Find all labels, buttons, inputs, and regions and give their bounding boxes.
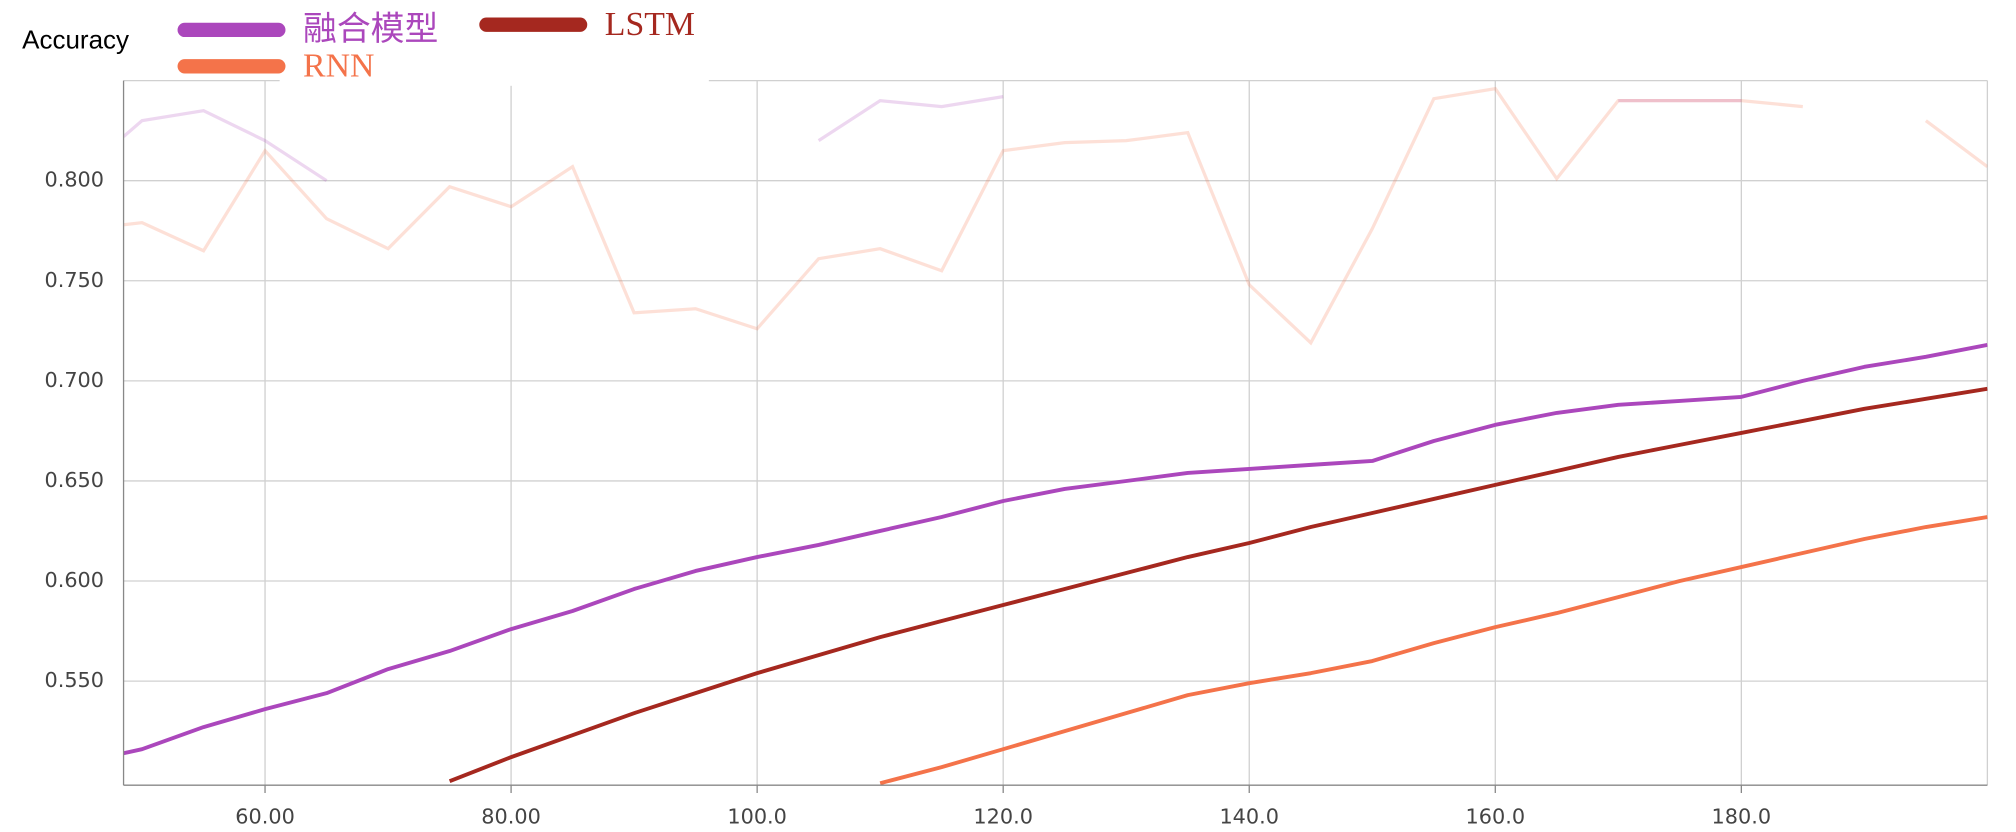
raw-line xyxy=(123,94,1742,183)
x-tick-label: 180.0 xyxy=(1712,805,1772,829)
x-tick-label: 100.0 xyxy=(727,805,787,829)
legend-background xyxy=(279,0,709,86)
plot-area xyxy=(123,86,1988,786)
legend-label: 融合模型 xyxy=(303,10,438,48)
raw-line xyxy=(123,86,1988,346)
y-tick-label: 0.700 xyxy=(44,368,104,392)
x-tick-label: 120.0 xyxy=(973,805,1033,829)
series-line xyxy=(879,515,1988,786)
y-tick-label: 0.550 xyxy=(44,668,104,692)
legend-label: LSTM xyxy=(605,6,695,43)
x-tick-label: 60.00 xyxy=(235,805,295,829)
series-line xyxy=(448,386,1988,783)
y-tick-label: 0.600 xyxy=(44,568,104,592)
y-axis-title: Accuracy xyxy=(22,24,129,54)
grid xyxy=(123,79,1989,786)
axes: 0.550 0.600 0.650 0.700 0.750 0.800 60.00 80.00… xyxy=(44,80,1988,829)
x-tick-label: 140.0 xyxy=(1219,805,1279,829)
legend-label: RNN xyxy=(303,48,374,85)
y-tick-label: 0.750 xyxy=(44,268,104,292)
y-tick-label: 0.800 xyxy=(44,168,104,192)
x-tick-label: 80.00 xyxy=(481,805,541,829)
series-line xyxy=(123,342,1988,756)
x-tick-label: 160.0 xyxy=(1466,805,1526,829)
y-tick-label: 0.650 xyxy=(44,468,104,492)
